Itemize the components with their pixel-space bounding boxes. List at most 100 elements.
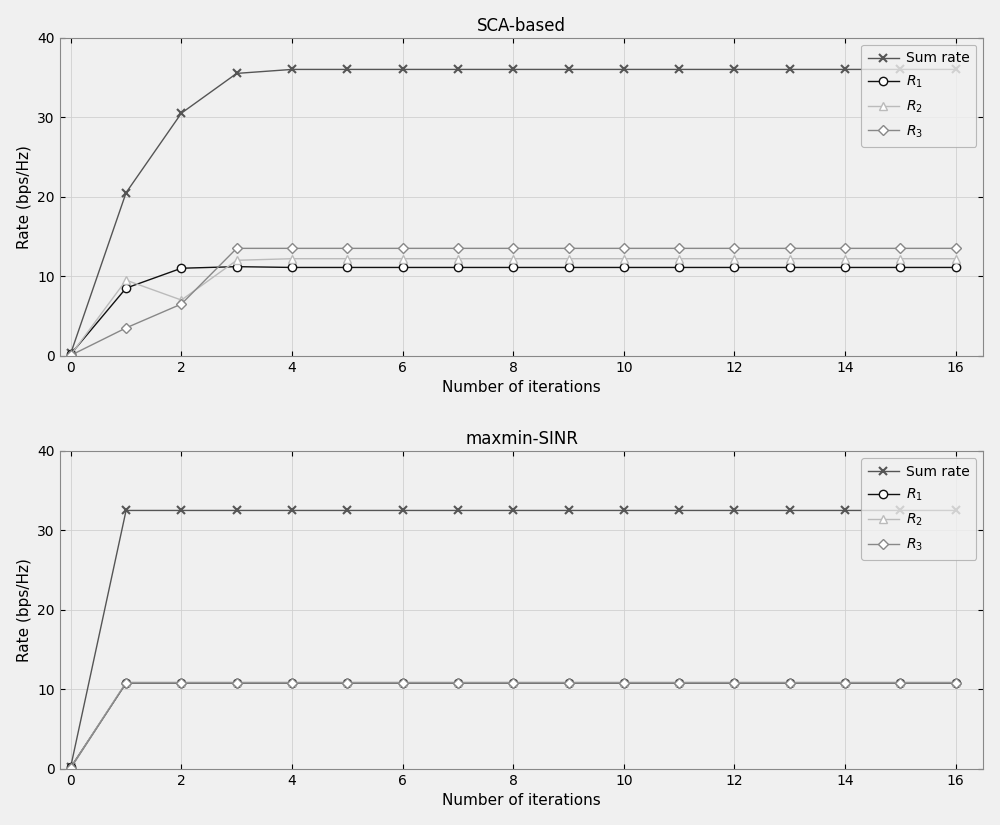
Sum rate <box>452 506 464 516</box>
$R_3$ <box>839 678 851 688</box>
$R_3$ <box>397 243 409 253</box>
$R_3$ <box>120 323 132 332</box>
Sum rate <box>950 64 962 74</box>
$R_1$ <box>894 262 906 272</box>
Sum rate <box>618 64 630 74</box>
Sum rate <box>341 64 353 74</box>
$R_1$ <box>231 678 243 688</box>
Sum rate <box>341 506 353 516</box>
Line: $R_3$: $R_3$ <box>67 245 959 359</box>
$R_1$ <box>286 262 298 272</box>
$R_1$ <box>618 678 630 688</box>
$R_2$ <box>120 677 132 687</box>
$R_2$ <box>452 254 464 264</box>
$R_1$ <box>950 262 962 272</box>
Line: $R_1$: $R_1$ <box>67 679 960 771</box>
Sum rate <box>65 348 77 358</box>
Sum rate <box>728 506 740 516</box>
Sum rate <box>231 506 243 516</box>
$R_2$ <box>784 677 796 687</box>
$R_1$ <box>175 263 187 273</box>
$R_3$ <box>507 678 519 688</box>
$R_2$ <box>563 677 575 687</box>
$R_3$ <box>894 678 906 688</box>
$R_2$ <box>65 763 77 773</box>
$R_1$ <box>397 678 409 688</box>
$R_2$ <box>120 276 132 285</box>
$R_2$ <box>231 677 243 687</box>
Sum rate <box>563 64 575 74</box>
$R_2$ <box>341 677 353 687</box>
$R_2$ <box>673 254 685 264</box>
$R_3$ <box>618 243 630 253</box>
Sum rate <box>784 64 796 74</box>
$R_3$ <box>563 678 575 688</box>
$R_2$ <box>728 677 740 687</box>
$R_1$ <box>563 678 575 688</box>
$R_1$ <box>728 262 740 272</box>
$R_2$ <box>286 254 298 264</box>
Line: Sum rate: Sum rate <box>67 507 960 771</box>
$R_1$ <box>618 262 630 272</box>
Sum rate <box>839 506 851 516</box>
$R_1$ <box>341 262 353 272</box>
Sum rate <box>175 108 187 118</box>
Sum rate <box>950 506 962 516</box>
$R_2$ <box>175 677 187 687</box>
$R_3$ <box>673 243 685 253</box>
$R_3$ <box>950 243 962 253</box>
Title: SCA-based: SCA-based <box>477 16 566 35</box>
$R_2$ <box>618 677 630 687</box>
$R_3$ <box>728 243 740 253</box>
$R_2$ <box>618 254 630 264</box>
Line: $R_1$: $R_1$ <box>67 262 960 358</box>
$R_3$ <box>507 243 519 253</box>
$R_3$ <box>175 678 187 688</box>
$R_3$ <box>175 299 187 309</box>
Sum rate <box>673 506 685 516</box>
$R_2$ <box>950 677 962 687</box>
$R_2$ <box>397 254 409 264</box>
Sum rate <box>673 64 685 74</box>
$R_3$ <box>618 678 630 688</box>
Legend: Sum rate, $R_1$, $R_2$, $R_3$: Sum rate, $R_1$, $R_2$, $R_3$ <box>861 458 976 560</box>
$R_1$ <box>65 762 77 772</box>
$R_1$ <box>839 678 851 688</box>
$R_2$ <box>507 254 519 264</box>
$R_3$ <box>839 243 851 253</box>
Line: $R_2$: $R_2$ <box>67 255 960 359</box>
Sum rate <box>894 506 906 516</box>
Sum rate <box>894 64 906 74</box>
$R_3$ <box>65 763 77 773</box>
Sum rate <box>231 68 243 78</box>
$R_1$ <box>452 262 464 272</box>
$R_1$ <box>341 678 353 688</box>
$R_2$ <box>507 677 519 687</box>
$R_2$ <box>894 677 906 687</box>
Sum rate <box>784 506 796 516</box>
$R_3$ <box>286 243 298 253</box>
Sum rate <box>839 64 851 74</box>
$R_1$ <box>65 349 77 359</box>
$R_3$ <box>563 243 575 253</box>
$R_2$ <box>452 677 464 687</box>
$R_2$ <box>231 256 243 266</box>
Y-axis label: Rate (bps/Hz): Rate (bps/Hz) <box>17 144 32 248</box>
Sum rate <box>65 761 77 771</box>
$R_3$ <box>894 243 906 253</box>
Line: $R_2$: $R_2$ <box>67 678 960 772</box>
$R_2$ <box>894 254 906 264</box>
Sum rate <box>563 506 575 516</box>
Sum rate <box>728 64 740 74</box>
$R_1$ <box>397 262 409 272</box>
Sum rate <box>397 64 409 74</box>
X-axis label: Number of iterations: Number of iterations <box>442 794 601 808</box>
$R_2$ <box>839 254 851 264</box>
Sum rate <box>507 506 519 516</box>
$R_3$ <box>728 678 740 688</box>
Sum rate <box>618 506 630 516</box>
$R_1$ <box>507 678 519 688</box>
$R_3$ <box>452 678 464 688</box>
Sum rate <box>286 506 298 516</box>
$R_3$ <box>784 678 796 688</box>
